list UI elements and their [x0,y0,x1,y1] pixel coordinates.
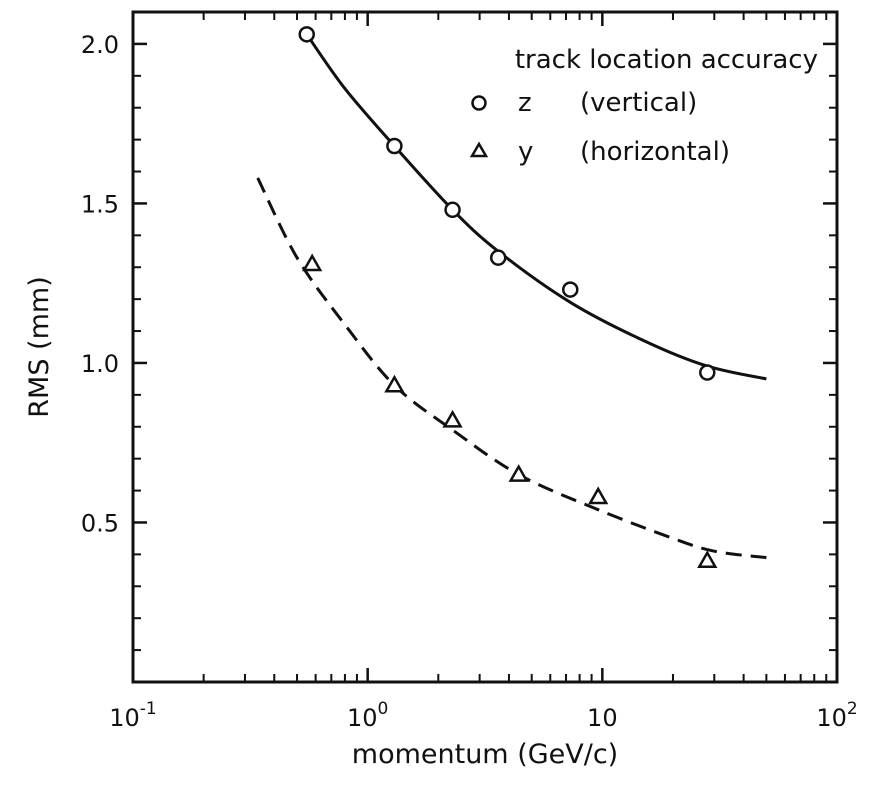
legend: track location accuracy z (vertical) y (… [469,45,818,167]
y-axis-title: RMS (mm) [24,276,55,417]
data-point-z [562,281,579,298]
legend-desc-vertical: (vertical) [580,88,697,118]
data-point-z [298,26,315,43]
fit-curve-y-horizontal [256,177,767,560]
legend-var-z: z [518,88,532,118]
legend-title: track location accuracy [515,45,818,75]
data-point-y [301,253,323,272]
x-tick-label: 10 [587,704,618,732]
legend-var-y: y [518,137,533,167]
data-point-y [508,464,529,482]
y-tick-label: 0.5 [81,509,119,537]
data-points [298,26,718,569]
legend-circle-marker [471,95,487,111]
data-point-y [588,486,609,505]
data-point-y [442,409,463,428]
x-tick-label: 10-1 [109,699,157,732]
data-point-z [386,137,403,155]
x-tick-label: 100 [347,699,388,732]
y-tick-label: 1.5 [81,190,119,218]
y-tick-label: 1.0 [81,350,119,378]
data-point-y [384,374,405,393]
x-tick-label: 102 [816,699,857,732]
fit-curve-z-vertical [305,33,767,381]
x-axis-title: momentum (GeV/c) [352,739,618,770]
data-point-z [699,364,716,381]
plot-frame [131,10,839,684]
y-tick-label: 2.0 [81,31,119,59]
data-point-y [697,550,718,569]
legend-triangle-marker [469,141,489,158]
data-point-z [489,249,507,266]
legend-desc-horizontal: (horizontal) [580,137,730,167]
data-point-z [444,201,461,219]
axis-ticks: 10-1 100 10 102 0.5 1.0 1.5 2.0 [81,12,858,732]
